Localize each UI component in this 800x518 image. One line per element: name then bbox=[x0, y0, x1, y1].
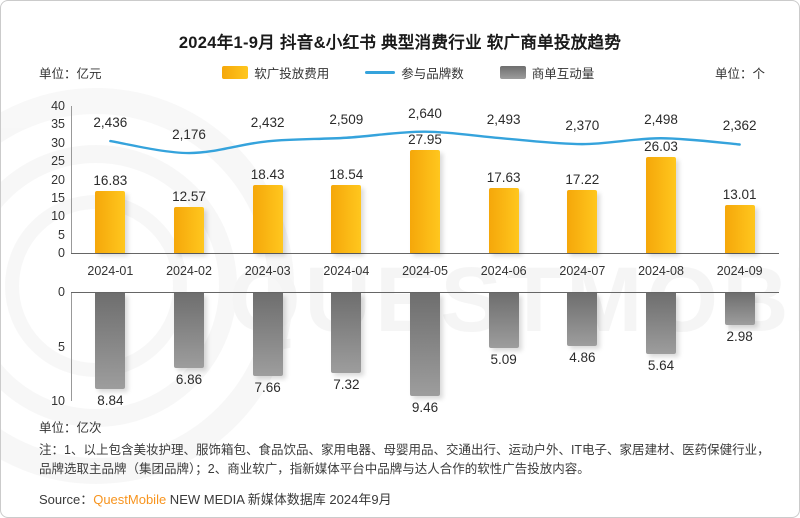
brands-line-swatch-icon bbox=[365, 70, 396, 74]
spend-axis-tick-label: 40 bbox=[51, 99, 65, 113]
interaction-bar-value-label: 9.46 bbox=[411, 400, 439, 416]
spend-bar bbox=[488, 188, 519, 253]
source-suffix: NEW MEDIA 新媒体数据库 2024年9月 bbox=[166, 492, 392, 507]
interaction-axis-tick-label: 10 bbox=[51, 394, 65, 408]
legend-label-interactions: 商单互动量 bbox=[531, 66, 595, 81]
x-axis-category-label: 2024-07 bbox=[559, 264, 606, 278]
interaction-bar-value-label: 5.64 bbox=[647, 358, 675, 374]
spend-axis-tick-label: 10 bbox=[51, 209, 65, 224]
interaction-bar-value-label: 7.66 bbox=[254, 380, 281, 396]
footnote: 注：1、以上包含美妆护理、服饰箱包、食品饮品、家用电器、母婴用品、交通出行、运动… bbox=[39, 443, 770, 476]
source-prefix: Source： bbox=[39, 492, 94, 507]
spend-bar-value-label: 27.95 bbox=[408, 132, 442, 148]
interaction-bar bbox=[724, 293, 755, 326]
spend-bar bbox=[174, 206, 204, 253]
x-axis-category-label: 2024-09 bbox=[716, 264, 763, 278]
interaction-y-axis-line bbox=[71, 292, 72, 401]
brand-count-value-label: 2,370 bbox=[565, 118, 600, 134]
spend-bar bbox=[331, 184, 362, 253]
unit-label-left: 单位：亿元 bbox=[39, 66, 102, 81]
legend-row: 单位：亿元 软广投放费用 参与品牌数 商单互动量 单位：个 bbox=[39, 63, 765, 81]
brand-count-value-label: 2,498 bbox=[644, 112, 678, 128]
interaction-axis-tick-label: 5 bbox=[58, 339, 65, 354]
spend-bar bbox=[95, 191, 126, 253]
x-axis-category-label: 2024-03 bbox=[244, 264, 291, 278]
spend-axis-tick-label: 20 bbox=[51, 172, 65, 187]
source-brand: QuestMobile bbox=[93, 492, 167, 507]
spend-bar-value-label: 13.01 bbox=[722, 187, 757, 203]
brand-count-value-label: 2,493 bbox=[486, 112, 521, 128]
interaction-axis-tick-label: 0 bbox=[58, 285, 65, 299]
interaction-bar bbox=[174, 293, 204, 368]
spend-bar-value-label: 17.22 bbox=[565, 171, 600, 187]
unit-label-right: 单位：个 bbox=[714, 66, 765, 81]
legend-label-brands: 参与品牌数 bbox=[401, 66, 464, 81]
x-axis-category-label: 2024-06 bbox=[480, 264, 527, 278]
interaction-zero-axis-line bbox=[71, 292, 779, 293]
interaction-bar bbox=[646, 293, 676, 355]
x-axis-category-label: 2024-01 bbox=[87, 264, 134, 278]
x-axis-category-label: 2024-08 bbox=[638, 264, 684, 278]
spend-axis-tick-label: 35 bbox=[51, 117, 65, 132]
spend-bar-value-label: 12.57 bbox=[172, 188, 206, 204]
brand-count-value-label: 2,640 bbox=[408, 105, 442, 121]
interaction-bar-value-label: 7.32 bbox=[333, 376, 360, 392]
source-line: Source：QuestMobile NEW MEDIA 新媒体数据库 2024… bbox=[39, 489, 392, 508]
page-title: 2024年1-9月 抖音&小红书 典型消费行业 软广商单投放趋势 bbox=[178, 34, 622, 52]
brand-count-value-label: 2,509 bbox=[329, 111, 364, 127]
spend-axis-tick-label: 15 bbox=[51, 190, 65, 205]
legend-item-interactions: 商单互动量 bbox=[499, 63, 595, 82]
interaction-bar bbox=[252, 293, 283, 377]
interaction-bar bbox=[567, 293, 598, 346]
spend-bar-value-label: 26.03 bbox=[644, 139, 678, 155]
spend-x-axis-line bbox=[71, 253, 779, 254]
brand-count-value-label: 2,176 bbox=[172, 127, 206, 143]
x-axis-category-label: 2024-04 bbox=[323, 264, 370, 278]
spend-bar-value-label: 18.54 bbox=[329, 166, 364, 182]
legend: 软广投放费用 参与品牌数 商单互动量 bbox=[222, 63, 594, 82]
interaction-bar bbox=[331, 293, 362, 373]
x-axis-category-label: 2024-02 bbox=[166, 264, 212, 278]
spend-axis-tick-label: 5 bbox=[58, 227, 65, 242]
brand-count-value-label: 2,432 bbox=[250, 115, 285, 131]
interaction-bar-value-label: 6.86 bbox=[175, 371, 203, 387]
interactions-swatch-icon bbox=[499, 65, 526, 79]
interaction-bar-value-label: 8.84 bbox=[97, 393, 124, 409]
brand-count-value-label: 2,436 bbox=[93, 115, 128, 131]
spend-bar bbox=[646, 157, 676, 253]
legend-item-brands: 参与品牌数 bbox=[365, 63, 464, 82]
spend-axis-tick-label: 0 bbox=[58, 246, 65, 260]
unit-label-bottom: 单位：亿次 bbox=[39, 421, 102, 435]
interaction-bar bbox=[488, 293, 519, 349]
spend-bar bbox=[567, 189, 598, 253]
spend-swatch-icon bbox=[222, 65, 249, 79]
interaction-bar-value-label: 5.09 bbox=[490, 352, 517, 368]
spend-y-axis-line bbox=[71, 106, 72, 253]
spend-bar bbox=[410, 150, 440, 253]
brand-count-value-label: 2,362 bbox=[722, 118, 757, 134]
legend-label-spend: 软广投放费用 bbox=[254, 66, 330, 81]
spend-bar bbox=[724, 205, 755, 253]
x-axis-category-label: 2024-05 bbox=[402, 264, 448, 278]
interaction-bar-value-label: 2.98 bbox=[726, 329, 753, 345]
interaction-bar bbox=[410, 293, 440, 397]
spend-axis-tick-label: 25 bbox=[51, 154, 65, 169]
spend-bar-value-label: 17.63 bbox=[486, 170, 521, 186]
spend-bar bbox=[252, 185, 283, 253]
spend-axis-tick-label: 30 bbox=[51, 135, 65, 150]
legend-item-spend: 软广投放费用 bbox=[222, 63, 329, 82]
interaction-bar-value-label: 4.86 bbox=[569, 349, 596, 365]
spend-bar-value-label: 16.83 bbox=[93, 173, 128, 189]
spend-bar-value-label: 18.43 bbox=[250, 167, 285, 183]
interaction-bar bbox=[95, 293, 126, 390]
